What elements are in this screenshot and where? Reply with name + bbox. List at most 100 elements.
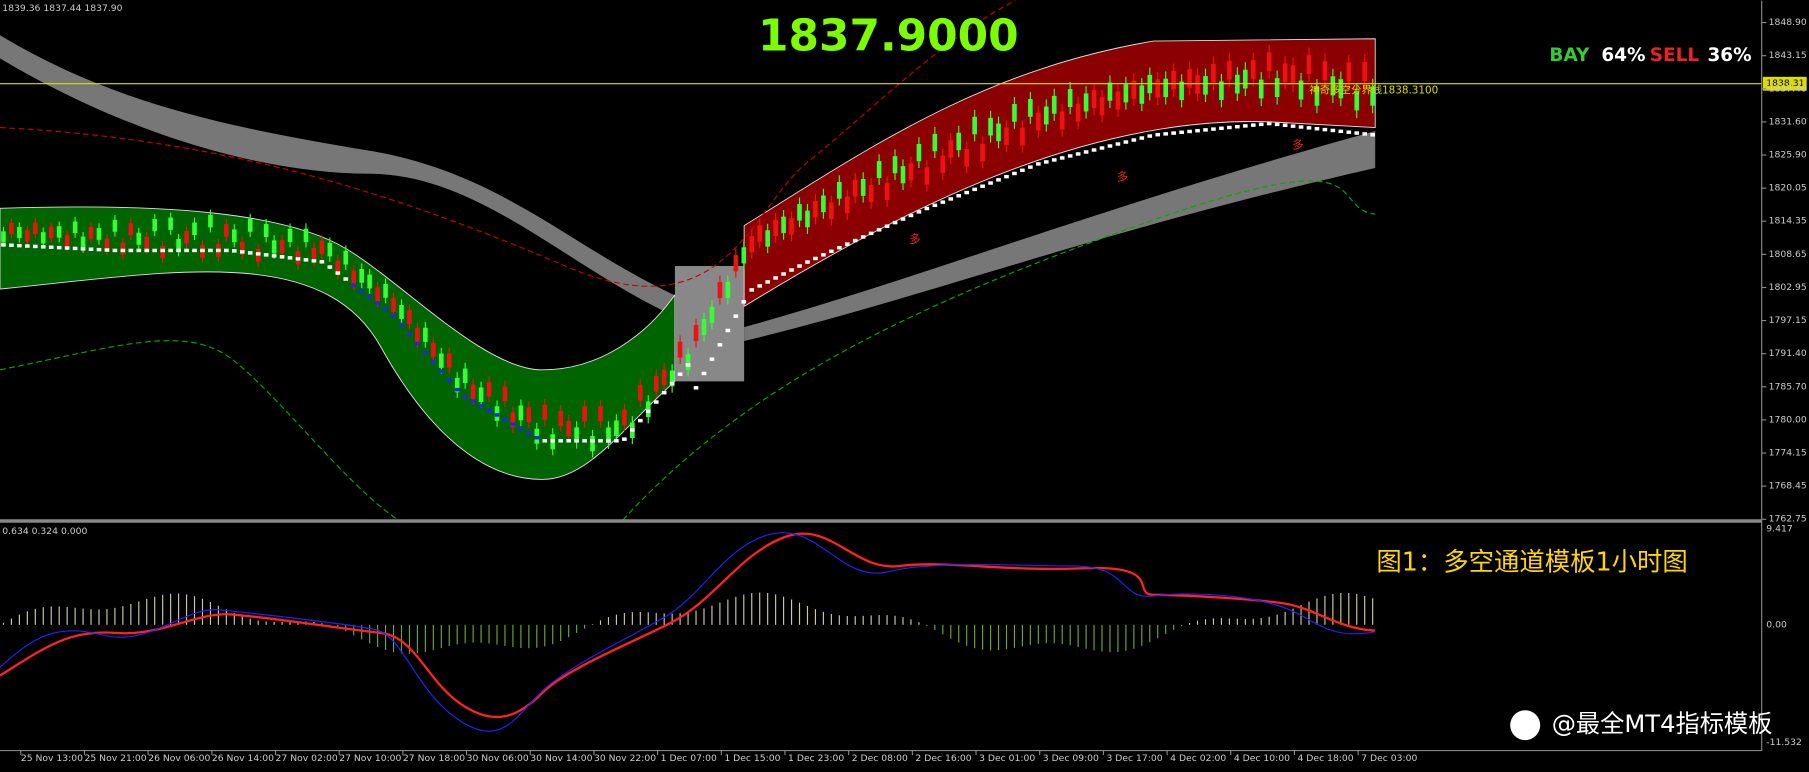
step [645,409,651,414]
step [32,244,38,249]
candle [486,381,492,397]
step [271,254,277,258]
step [1266,121,1272,126]
step [423,350,428,355]
step [709,357,715,361]
step [1107,144,1113,148]
step [733,314,739,318]
candle [1075,103,1081,122]
candle [701,319,707,336]
step [1036,162,1041,166]
macd-line [0,532,1376,732]
candle [789,218,794,235]
candle [741,247,747,264]
candle [1091,89,1097,109]
step [1274,122,1280,127]
candle [821,195,826,213]
step [757,284,763,288]
step [868,231,874,236]
candle [837,181,842,199]
candle [757,225,763,242]
candle [972,116,977,135]
step [17,243,22,248]
price-label: 1808.65 [1769,249,1807,260]
step [48,245,54,249]
step [1131,138,1137,142]
step [200,248,205,253]
step [1258,122,1264,127]
marker: 多 [1292,137,1304,151]
candle [478,387,484,402]
candle [1043,106,1049,125]
candle [1195,75,1200,94]
step [239,250,245,254]
bay-pct: 64% [1601,45,1645,66]
candle [1370,86,1375,106]
price-label: 1831.60 [1769,116,1807,127]
candle [1274,78,1280,98]
candle [287,228,293,242]
step [614,439,619,443]
candle [980,143,985,162]
watermark: @最全MT4指标模板 [1552,710,1773,738]
candle [725,281,731,298]
candle [1354,91,1360,111]
step [263,253,269,257]
candle [932,133,938,152]
price-tag-text: 1838.31 [1766,78,1804,89]
step [1211,127,1216,131]
step [590,439,595,443]
step [837,245,842,250]
sell-pct: 36% [1707,45,1751,66]
candle [1,231,6,243]
histogram [2,592,1374,654]
candle [614,420,619,436]
candle [510,412,516,428]
candle [1171,70,1176,90]
step [916,210,922,214]
step [311,259,317,263]
candle [1362,61,1368,82]
step [1012,171,1017,176]
candle [590,436,595,452]
step [661,391,667,395]
upper-dash-line [0,0,1016,287]
candle [1123,84,1129,103]
candle [948,140,954,158]
candle [892,156,898,174]
step [574,439,579,443]
step [884,224,890,228]
step [1083,150,1089,154]
step [1227,125,1232,130]
time-label: 30 Nov 14:00 [530,753,592,764]
step [685,363,691,367]
candle [431,342,436,358]
candle [733,255,739,272]
price-label: 1802.95 [1769,282,1807,293]
step [470,399,476,404]
candle [1306,55,1312,75]
time-label: 26 Nov 14:00 [212,753,274,764]
step [478,404,484,408]
candle [32,222,38,235]
step [319,260,325,264]
candle [1338,79,1344,99]
candle [661,369,667,386]
candle [136,232,142,245]
candle [844,196,850,214]
candle [797,204,802,221]
candle [64,235,70,247]
price-label: 1837.40 [1769,83,1807,94]
candle [813,200,818,218]
candles [1,44,1375,458]
step [56,245,62,250]
time-label: 27 Nov 02:00 [276,753,338,764]
time-label: 25 Nov 21:00 [85,753,147,764]
candle [908,163,914,181]
candle [1131,80,1137,99]
step [526,431,532,435]
step [813,256,818,261]
candle [144,236,150,250]
step [1306,126,1312,130]
candle [375,287,380,302]
